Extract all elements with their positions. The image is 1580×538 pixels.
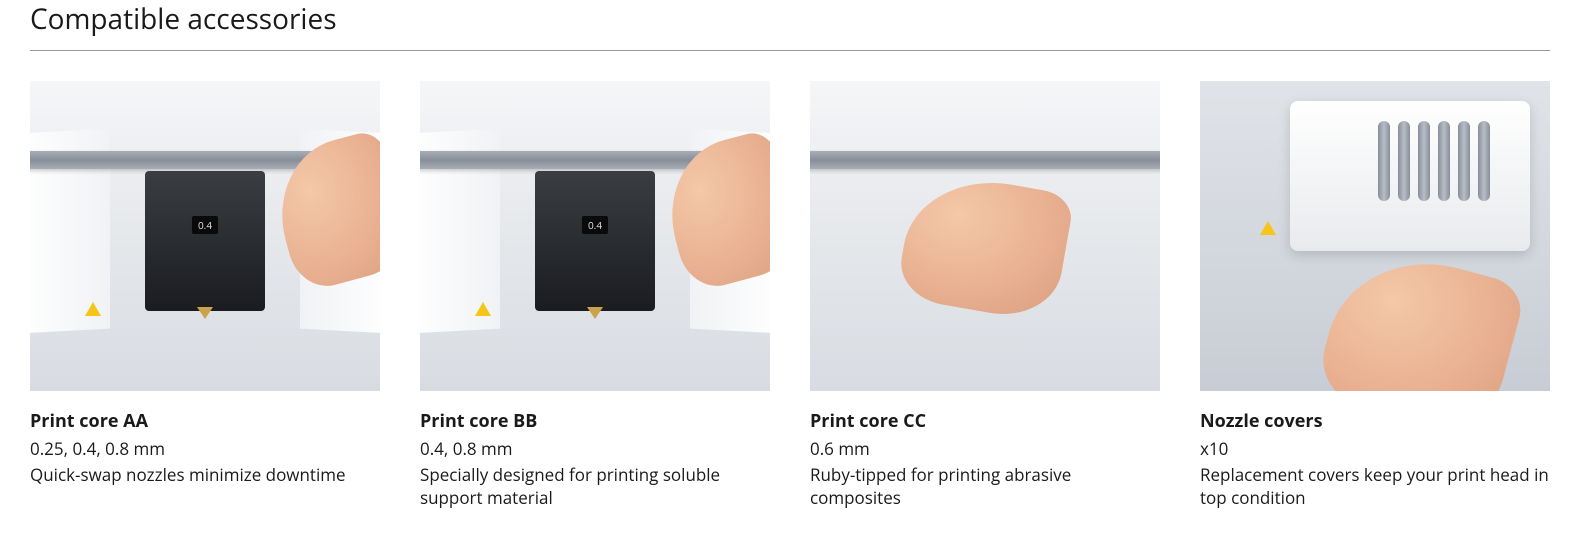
accessory-description: Replacement covers keep your print head … — [1200, 464, 1550, 510]
accessory-image: 0.6 — [810, 81, 1160, 391]
accessory-card[interactable]: 0.4 Print core AA 0.25, 0.4, 0.8 mm Quic… — [30, 81, 380, 510]
accessory-card[interactable]: 0.4 Print core BB 0.4, 0.8 mm Specially … — [420, 81, 770, 510]
nozzle-label: 0.4 — [582, 216, 608, 234]
accessory-image: 0.4 — [420, 81, 770, 391]
accessory-title: Print core AA — [30, 409, 380, 433]
accessory-spec: 0.4, 0.8 mm — [420, 437, 770, 460]
section-title: Compatible accessories — [30, 0, 1550, 51]
accessory-image — [1200, 81, 1550, 391]
warning-icon — [475, 302, 491, 316]
accessory-description: Specially designed for printing soluble … — [420, 464, 770, 510]
accessory-card[interactable]: Nozzle covers x10 Replacement covers kee… — [1200, 81, 1550, 510]
accessory-title: Nozzle covers — [1200, 409, 1550, 433]
accessory-spec: 0.6 mm — [810, 437, 1160, 460]
accessory-spec: 0.25, 0.4, 0.8 mm — [30, 437, 380, 460]
accessory-description: Quick-swap nozzles minimize downtime — [30, 464, 380, 487]
warning-icon — [85, 302, 101, 316]
nozzle-label: 0.4 — [192, 216, 218, 234]
accessory-spec: x10 — [1200, 437, 1550, 460]
accessory-card[interactable]: 0.6 Print core CC 0.6 mm Ruby-tipped for… — [810, 81, 1160, 510]
accessory-title: Print core BB — [420, 409, 770, 433]
accessory-description: Ruby-tipped for printing abrasive compos… — [810, 464, 1160, 510]
accessories-grid: 0.4 Print core AA 0.25, 0.4, 0.8 mm Quic… — [30, 81, 1550, 510]
accessory-image: 0.4 — [30, 81, 380, 391]
warning-icon — [1260, 221, 1276, 235]
accessory-title: Print core CC — [810, 409, 1160, 433]
